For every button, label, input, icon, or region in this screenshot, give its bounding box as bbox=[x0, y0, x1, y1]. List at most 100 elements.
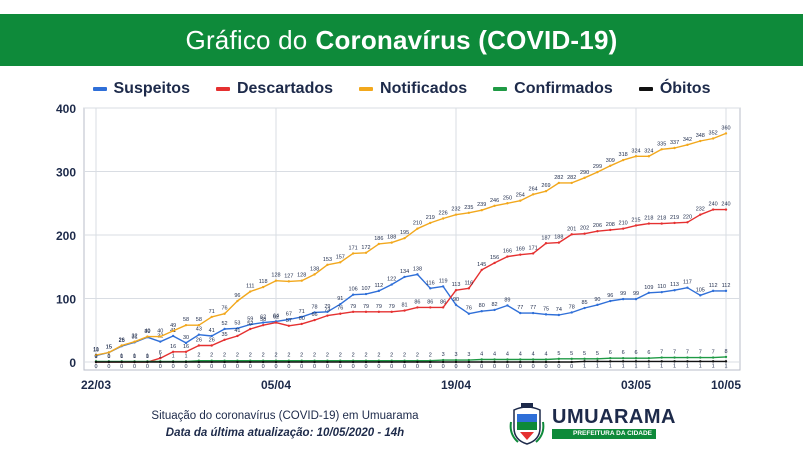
data-label: 195 bbox=[400, 230, 409, 236]
data-label: 7 bbox=[686, 350, 689, 356]
data-label: 71 bbox=[299, 309, 305, 315]
data-label: 186 bbox=[374, 236, 383, 242]
data-label: 0 bbox=[377, 364, 380, 370]
data-label: 1 bbox=[622, 363, 625, 369]
data-label: 0 bbox=[94, 354, 97, 360]
data-label: 4 bbox=[532, 351, 535, 357]
data-point bbox=[210, 344, 213, 347]
data-label: 58 bbox=[260, 317, 266, 323]
data-point bbox=[467, 358, 471, 362]
data-point bbox=[609, 299, 612, 303]
data-point bbox=[441, 306, 445, 309]
data-point bbox=[339, 360, 342, 364]
data-label: 309 bbox=[606, 158, 615, 164]
data-point bbox=[506, 360, 509, 364]
data-label: 0 bbox=[403, 364, 406, 370]
data-point bbox=[506, 304, 509, 307]
city-name: UMUARAMA bbox=[552, 406, 676, 428]
data-point bbox=[519, 253, 522, 256]
data-point bbox=[351, 293, 355, 296]
data-label: 0 bbox=[223, 364, 226, 370]
data-point bbox=[287, 318, 291, 321]
data-point bbox=[699, 356, 702, 359]
data-label: 76 bbox=[466, 306, 472, 312]
data-label: 6 bbox=[159, 350, 162, 356]
data-point bbox=[634, 360, 638, 363]
data-label: 2 bbox=[364, 353, 367, 359]
data-point bbox=[724, 355, 728, 359]
data-point bbox=[711, 289, 715, 293]
data-label: 1 bbox=[94, 353, 97, 359]
data-point bbox=[351, 310, 355, 314]
data-label: 0 bbox=[172, 364, 175, 370]
data-point bbox=[557, 357, 561, 361]
data-point bbox=[390, 283, 393, 286]
data-label: 52 bbox=[222, 321, 228, 327]
data-point bbox=[313, 360, 316, 364]
data-point bbox=[274, 279, 278, 282]
data-point bbox=[313, 311, 316, 314]
data-point bbox=[699, 294, 702, 297]
data-point bbox=[544, 242, 548, 245]
data-point bbox=[94, 360, 98, 364]
data-point bbox=[493, 360, 496, 364]
data-point bbox=[531, 360, 535, 364]
data-label: 188 bbox=[387, 235, 396, 241]
data-label: 39 bbox=[144, 329, 150, 335]
data-label: 60 bbox=[299, 316, 305, 322]
series-line-descartados bbox=[96, 208, 726, 363]
data-point bbox=[596, 303, 599, 307]
data-label: 290 bbox=[580, 170, 589, 176]
data-point bbox=[609, 356, 612, 360]
data-point bbox=[519, 199, 522, 202]
data-point bbox=[493, 308, 496, 312]
data-label: 85 bbox=[582, 300, 588, 306]
data-point bbox=[480, 358, 483, 361]
data-label: 1 bbox=[686, 363, 689, 369]
data-label: 206 bbox=[593, 223, 602, 229]
data-point bbox=[133, 340, 136, 343]
data-label: 4 bbox=[519, 351, 522, 357]
data-label: 86 bbox=[440, 299, 446, 305]
data-point bbox=[506, 202, 509, 205]
legend-item: Suspeitos bbox=[92, 78, 190, 100]
data-point bbox=[467, 287, 471, 290]
data-point bbox=[171, 350, 175, 354]
data-label: 2 bbox=[236, 353, 239, 359]
data-label: 1 bbox=[647, 363, 650, 369]
data-point bbox=[647, 155, 651, 158]
data-point bbox=[416, 360, 419, 364]
data-point bbox=[377, 310, 381, 314]
data-label: 2 bbox=[274, 353, 277, 359]
data-point bbox=[686, 221, 689, 224]
data-point bbox=[621, 356, 625, 360]
data-point bbox=[133, 360, 136, 364]
data-point bbox=[223, 360, 226, 364]
data-label: 58 bbox=[183, 317, 189, 323]
data-label: 219 bbox=[670, 215, 679, 221]
data-point bbox=[377, 289, 381, 293]
data-label: 0 bbox=[326, 364, 329, 370]
data-label: 77 bbox=[517, 305, 523, 311]
data-label: 79 bbox=[324, 304, 330, 310]
data-label: 232 bbox=[451, 207, 460, 213]
data-label: 1 bbox=[107, 353, 110, 359]
data-label: 0 bbox=[532, 364, 535, 370]
data-point bbox=[544, 313, 548, 316]
data-point bbox=[711, 208, 715, 211]
data-label: 269 bbox=[541, 183, 550, 189]
data-point bbox=[557, 313, 561, 317]
data-label: 0 bbox=[544, 364, 547, 370]
data-point bbox=[274, 360, 278, 364]
data-point bbox=[634, 224, 638, 227]
data-point bbox=[441, 360, 445, 364]
data-label: 1 bbox=[133, 353, 136, 359]
data-point bbox=[724, 360, 728, 363]
data-label: 25 bbox=[119, 338, 125, 344]
y-tick-label: 400 bbox=[56, 102, 76, 116]
data-label: 90 bbox=[594, 297, 600, 303]
legend-label: Suspeitos bbox=[113, 80, 190, 97]
data-label: 4 bbox=[493, 351, 496, 357]
data-label: 157 bbox=[336, 254, 345, 260]
